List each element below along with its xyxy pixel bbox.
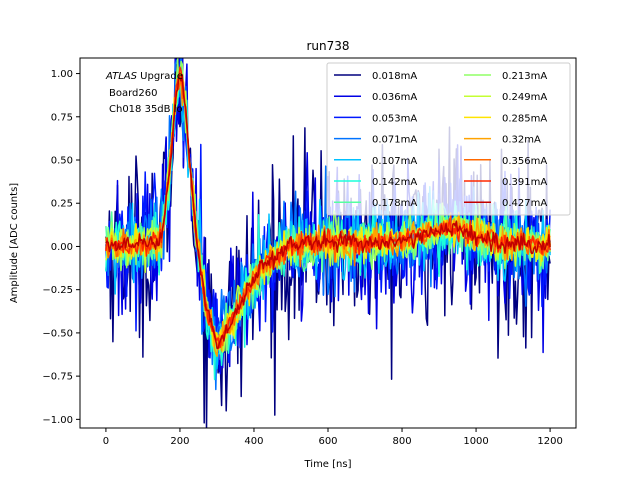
x-tick-label: 600	[318, 436, 337, 447]
x-tick-label: 200	[170, 436, 189, 447]
legend-label: 0.391mA	[502, 177, 547, 188]
x-tick-label: 1200	[537, 436, 562, 447]
annotation-line3: Ch018 35dB lo	[109, 104, 183, 115]
legend-label: 0.32mA	[502, 135, 541, 146]
legend: 0.018mA 0.036mA 0.053mA 0.071mA 0.107mA 0.142…	[326, 62, 571, 216]
legend-label: 0.356mA	[502, 156, 547, 167]
y-tick-label: −0.75	[42, 372, 73, 383]
chart-title: run738	[306, 39, 349, 53]
legend-label: 0.071mA	[372, 135, 417, 146]
annotation: ATLAS Upgrade Board260 Ch018 35dB lo	[105, 71, 183, 115]
series-layer	[105, 58, 551, 428]
legend-label: 0.178mA	[372, 198, 417, 209]
series-line-0.427mA	[105, 74, 551, 350]
annotation-upgrade: Upgrade	[137, 71, 183, 82]
legend-frame	[326, 62, 571, 216]
y-tick-label: 1.00	[51, 69, 73, 80]
y-tick-label: −0.25	[42, 285, 73, 296]
x-tick-label: 0	[103, 436, 109, 447]
legend-label: 0.107mA	[372, 156, 417, 167]
y-tick-label: 0.00	[51, 242, 73, 253]
x-tick-label: 400	[244, 436, 263, 447]
y-tick-label: −1.00	[42, 415, 73, 426]
legend-label: 0.053mA	[372, 113, 417, 124]
legend-label: 0.285mA	[502, 113, 547, 124]
x-tick-label: 1000	[463, 436, 488, 447]
y-axis-label: Amplitude [ADC counts]	[9, 183, 20, 303]
legend-label: 0.018mA	[372, 71, 417, 82]
legend-label: 0.249mA	[502, 92, 547, 103]
y-tick-label: −0.50	[42, 328, 73, 339]
legend-label: 0.036mA	[372, 92, 417, 103]
annotation-atlas: ATLAS	[105, 71, 138, 82]
y-tick-label: 0.50	[51, 156, 73, 167]
annotation-line2: Board260	[109, 88, 157, 99]
x-tick-label: 800	[392, 436, 411, 447]
y-tick-label: 0.75	[51, 112, 73, 123]
x-axis: 0 200 400 600 800 1000 1200	[103, 428, 563, 447]
y-axis: −1.00 −0.75 −0.50 −0.25 0.00 0.25 0.50 0.75 1.00	[42, 69, 80, 426]
legend-label: 0.213mA	[502, 71, 547, 82]
x-axis-label: Time [ns]	[303, 459, 351, 470]
y-tick-label: 0.25	[51, 199, 73, 210]
legend-label: 0.142mA	[372, 177, 417, 188]
legend-label: 0.427mA	[502, 198, 547, 209]
annotation-line1: ATLAS Upgrade	[105, 71, 183, 82]
